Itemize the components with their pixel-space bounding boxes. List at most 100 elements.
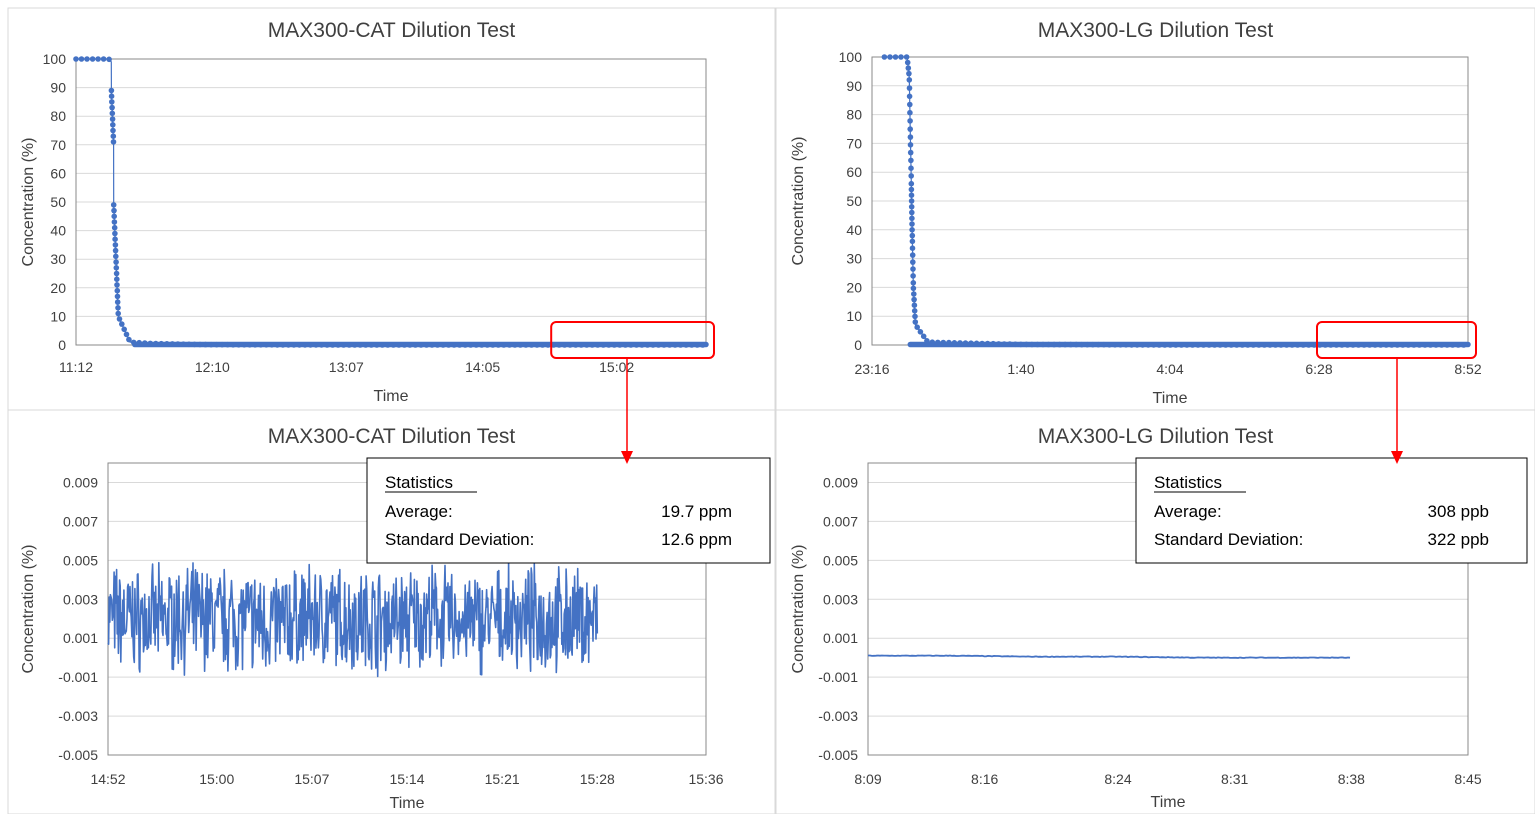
data-point	[907, 101, 913, 108]
data-point	[119, 321, 125, 327]
data-point	[106, 56, 112, 63]
chart-panel	[775, 7, 1535, 411]
data-point	[914, 324, 920, 331]
data-point	[109, 110, 116, 117]
data-point	[113, 259, 119, 265]
statistics-label: Standard Deviation:	[1154, 530, 1303, 549]
y-tick-label: 0.001	[823, 630, 858, 646]
x-tick-label: 8:16	[971, 771, 998, 787]
connector-arrow-cat-head	[621, 451, 633, 464]
y-tick-label: 0.005	[63, 552, 98, 568]
data-point	[100, 56, 107, 62]
y-tick-label: 20	[50, 280, 66, 296]
x-tick-label: 13:07	[329, 359, 364, 375]
data-point	[907, 118, 913, 124]
x-tick-label: 8:09	[854, 771, 881, 787]
data-series	[881, 54, 1471, 348]
data-point	[126, 336, 132, 343]
data-point	[898, 54, 904, 60]
data-point	[909, 238, 916, 245]
data-point	[887, 54, 893, 60]
statistics-value: 12.6 ppm	[661, 530, 732, 549]
data-point	[110, 122, 116, 128]
x-tick-label: 8:38	[1338, 771, 1365, 787]
statistics-heading: Statistics	[385, 473, 453, 492]
data-point	[907, 126, 913, 132]
data-point	[907, 134, 914, 140]
data-point	[114, 293, 121, 300]
y-tick-label: 60	[50, 165, 66, 181]
data-point	[112, 236, 118, 242]
y-tick-label: 80	[50, 108, 66, 124]
data-point	[121, 326, 127, 333]
y-tick-label: 0.009	[63, 474, 98, 490]
data-point	[115, 305, 121, 311]
statistics-label: Average:	[1154, 502, 1222, 521]
y-tick-label: 40	[846, 222, 862, 238]
y-tick-label: 0	[58, 337, 66, 353]
y-tick-label: 0.003	[63, 591, 98, 607]
data-point	[907, 149, 914, 156]
data-point	[906, 70, 912, 77]
x-tick-label: 15:14	[389, 771, 424, 787]
data-point	[908, 157, 914, 164]
data-point	[908, 204, 915, 210]
x-tick-label: 15:07	[294, 771, 329, 787]
data-point	[906, 77, 913, 83]
x-axis-label: Time	[1153, 390, 1188, 407]
statistics-frame	[366, 457, 771, 564]
data-point	[111, 213, 117, 220]
statistics-label: Average:	[385, 502, 453, 521]
data-point	[909, 245, 916, 251]
statistics-box: Statistics Average: 19.7 ppm Standard Devia…	[366, 457, 771, 564]
data-series	[868, 654, 1351, 659]
y-tick-label: 0.007	[823, 513, 858, 529]
data-point	[908, 180, 915, 187]
x-axis-label: Time	[390, 795, 425, 812]
data-point	[908, 186, 915, 193]
y-tick-label: 20	[846, 279, 862, 295]
y-axis-label: Concentration (%)	[790, 137, 807, 266]
data-point	[909, 221, 915, 227]
data-point	[109, 99, 115, 105]
y-tick-label: 80	[846, 107, 862, 123]
y-tick-label: 90	[50, 80, 66, 96]
y-tick-label: 30	[846, 251, 862, 267]
y-tick-label: 100	[43, 51, 67, 67]
chart-title: MAX300-CAT Dilution Test	[268, 425, 516, 448]
data-point	[84, 56, 90, 62]
x-tick-label: 8:52	[1454, 361, 1481, 377]
data-point	[904, 59, 911, 66]
data-point	[114, 282, 120, 288]
y-tick-label: 60	[846, 164, 862, 180]
data-point	[89, 56, 96, 62]
data-point	[109, 104, 115, 111]
y-tick-label: -0.001	[818, 669, 858, 685]
y-tick-label: 70	[846, 135, 862, 151]
y-axis-label: Concentration (%)	[20, 138, 37, 267]
data-point	[111, 219, 118, 225]
y-tick-label: 70	[50, 137, 66, 153]
data-point	[112, 230, 118, 237]
data-point	[910, 285, 917, 292]
data-point	[110, 133, 117, 139]
y-tick-label: 0.001	[63, 630, 98, 646]
y-axis-label: Concentration (%)	[790, 545, 807, 674]
y-tick-label: 50	[846, 193, 862, 209]
y-tick-label: 30	[50, 251, 66, 267]
data-point	[892, 54, 899, 60]
y-tick-label: 0	[854, 337, 862, 353]
statistics-heading: Statistics	[1154, 473, 1222, 492]
data-point	[111, 224, 118, 231]
data-point	[906, 85, 913, 91]
x-tick-label: 12:10	[195, 359, 230, 375]
data-point	[108, 87, 115, 94]
data-point	[115, 310, 121, 317]
y-tick-label: 0.003	[823, 591, 858, 607]
data-point	[909, 215, 915, 222]
data-point	[78, 56, 85, 62]
x-tick-label: 1:40	[1007, 361, 1034, 377]
chart-title: MAX300-CAT Dilution Test	[268, 19, 516, 42]
x-tick-label: 4:04	[1156, 361, 1183, 377]
